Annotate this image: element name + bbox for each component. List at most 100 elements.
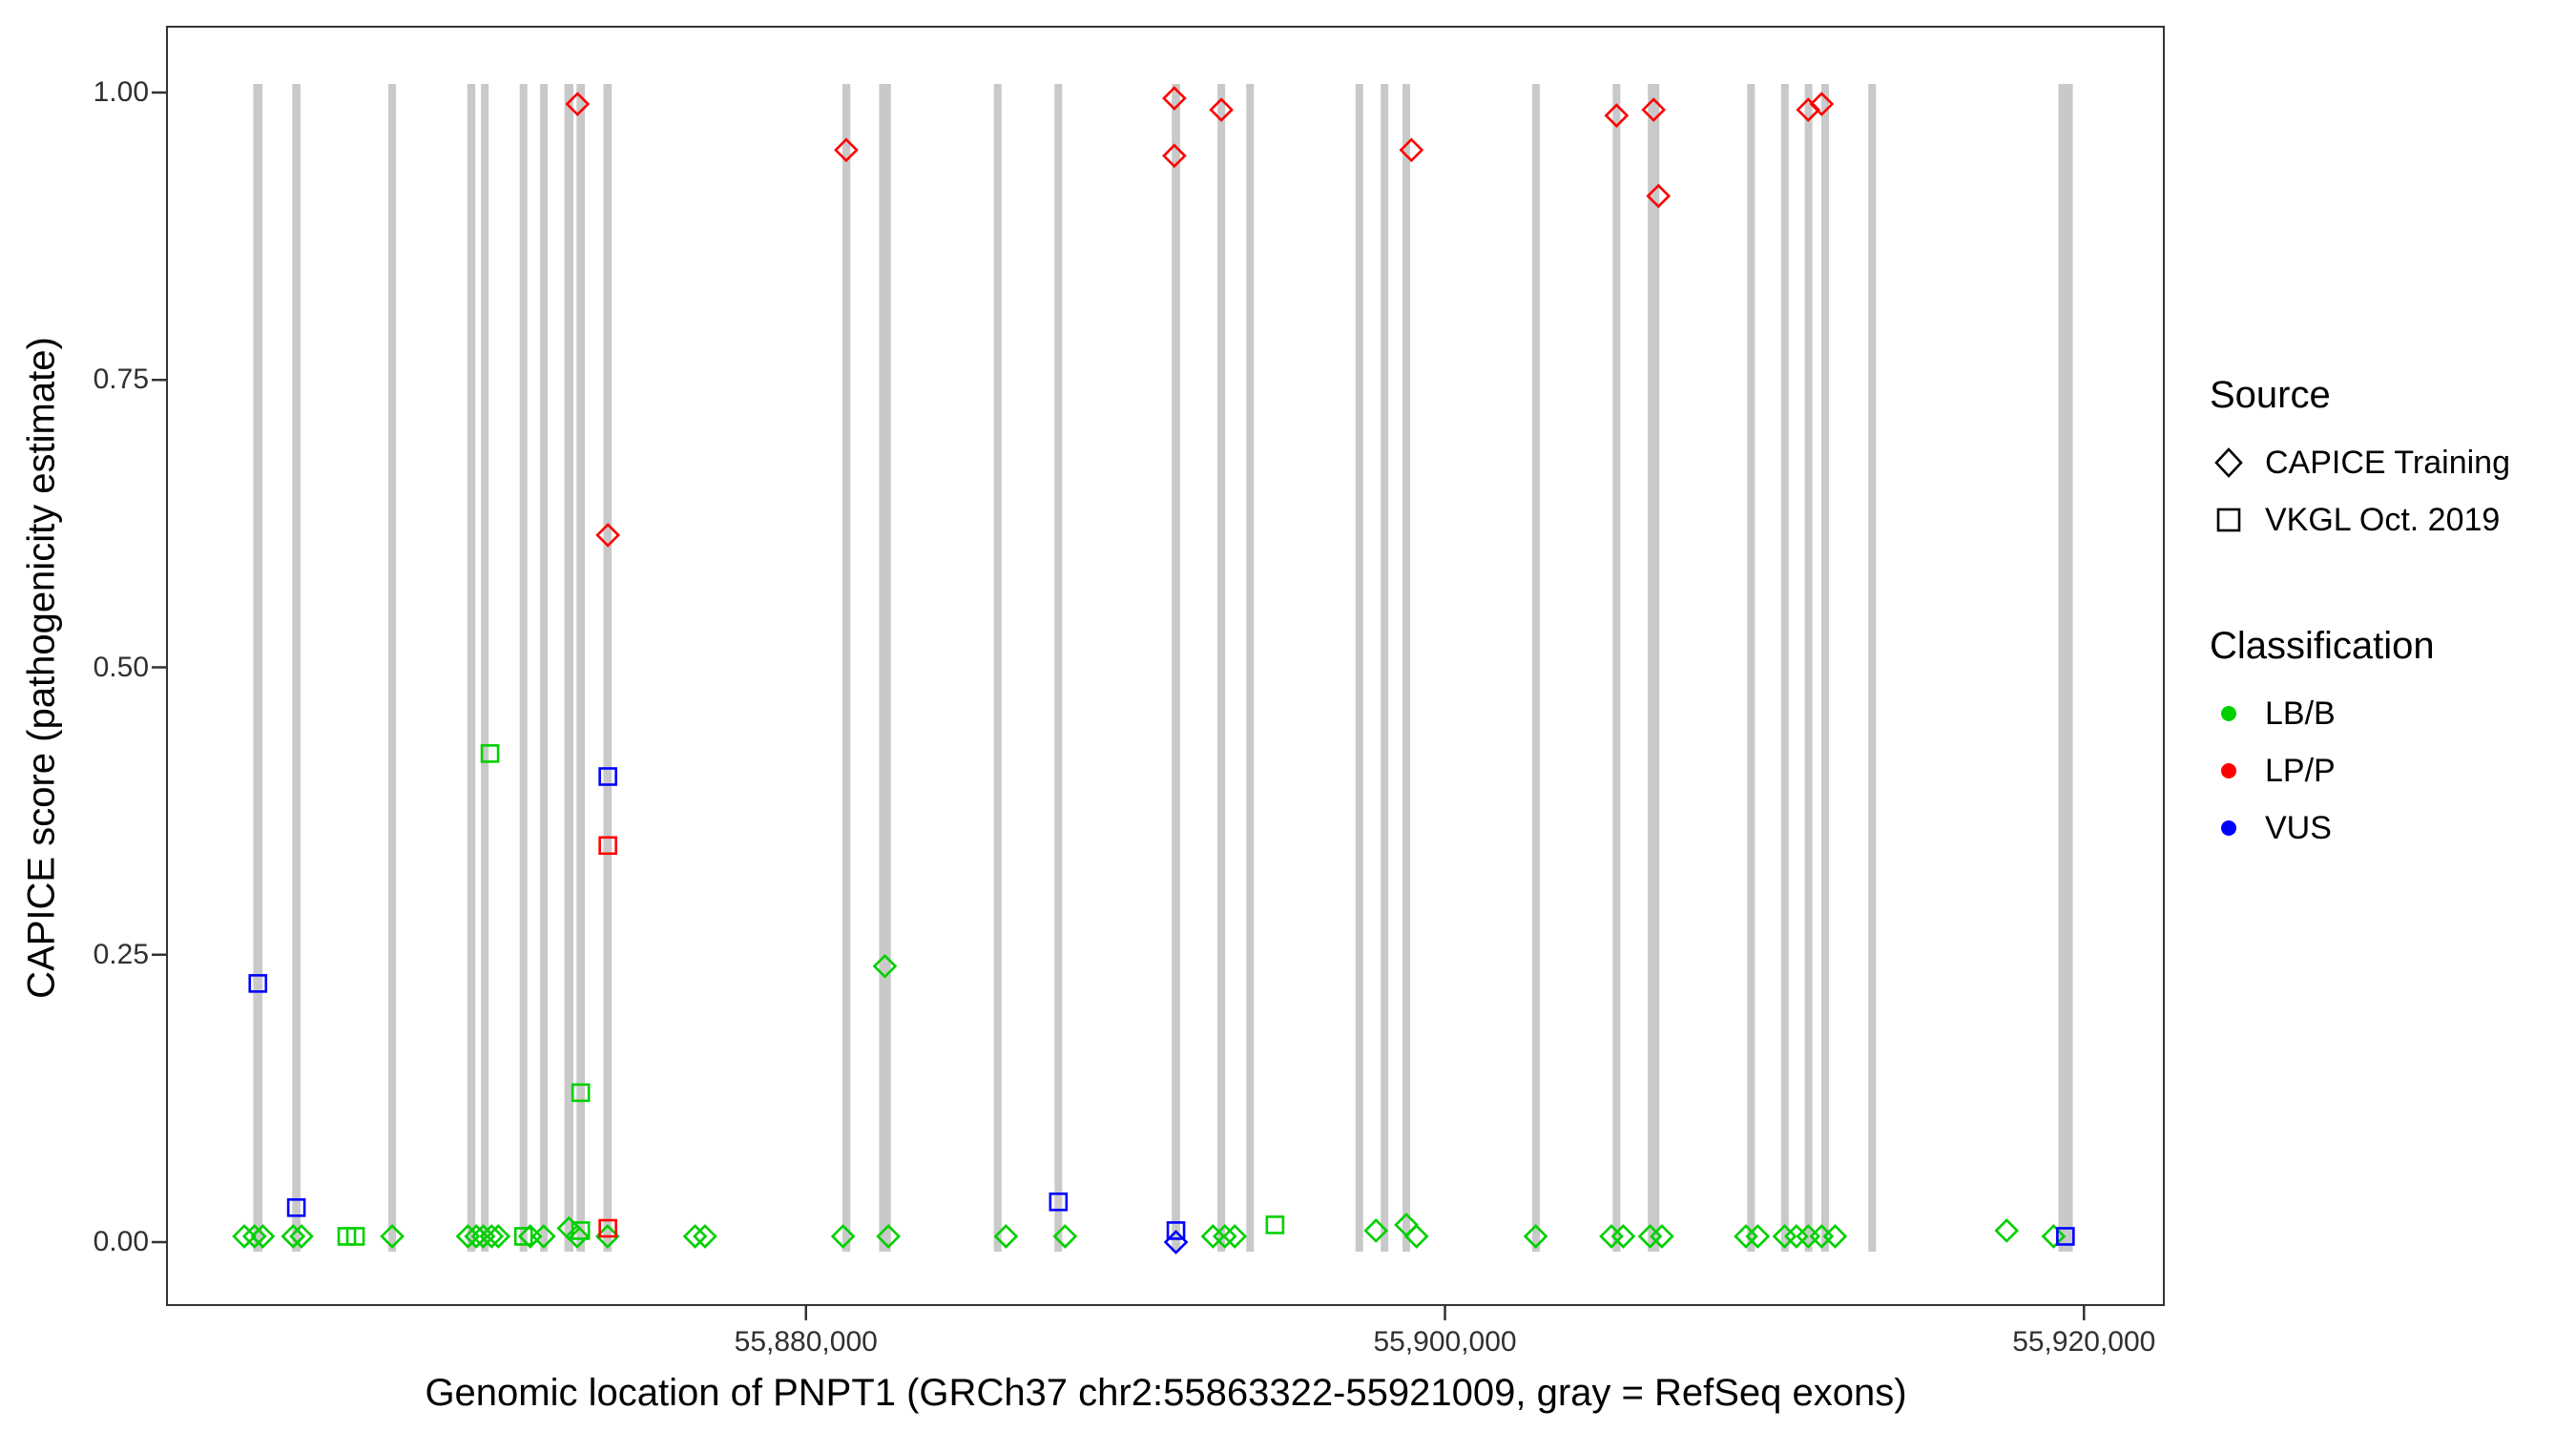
x-tick-label-55920000: 55,920,000 [2012, 1326, 2156, 1358]
data-point-diamond [1796, 97, 1821, 122]
data-point-square [2056, 1227, 2075, 1246]
green-dot-icon [2221, 706, 2236, 721]
diamond-icon [2214, 447, 2243, 478]
data-point-square [513, 1227, 533, 1246]
legend-item-label: LP/P [2265, 752, 2336, 789]
data-point-diamond [1212, 1224, 1237, 1249]
data-point-square [598, 836, 617, 856]
data-point-diamond [1650, 1224, 1674, 1249]
data-point-diamond [993, 1224, 1019, 1249]
data-point-diamond [1052, 1224, 1078, 1249]
data-point-diamond [1363, 1218, 1389, 1243]
data-point-diamond [1162, 143, 1187, 169]
exon-bar [1217, 84, 1226, 1252]
data-point-diamond [1403, 1224, 1429, 1249]
exon-bar [1780, 84, 1789, 1252]
exon-bar [1747, 84, 1755, 1252]
data-point-square [571, 1221, 591, 1240]
exon-bar [1355, 84, 1363, 1252]
data-point-diamond [1610, 1224, 1636, 1249]
data-point-square [1265, 1215, 1285, 1234]
data-point-diamond [1745, 1224, 1771, 1249]
exon-bar [879, 84, 891, 1252]
y-tick-label-1.00: 1.00 [93, 76, 149, 108]
data-point-square [1166, 1221, 1186, 1240]
exon-bar [1612, 84, 1621, 1252]
data-point-diamond [289, 1224, 314, 1249]
data-point-diamond [1784, 1224, 1809, 1249]
legend-item-label: CAPICE Training [2265, 444, 2510, 481]
exon-bar [1868, 84, 1877, 1252]
x-tick-label-55880000: 55,880,000 [734, 1326, 878, 1358]
exon-bar [576, 84, 586, 1252]
red-dot-icon [2221, 763, 2236, 778]
exon-bar [603, 84, 613, 1252]
data-point-diamond [1604, 103, 1630, 128]
exon-bar [1381, 84, 1389, 1252]
legend-spacer [2210, 558, 2510, 625]
data-point-square [286, 1198, 306, 1217]
data-point-diamond [1222, 1224, 1248, 1249]
data-point-diamond [876, 1224, 901, 1249]
data-point-square [480, 744, 500, 763]
legend-item-lpp: LP/P [2210, 752, 2510, 790]
data-point-diamond [1599, 1224, 1624, 1249]
data-point-diamond [565, 1224, 590, 1249]
blue-dot-icon [2221, 820, 2236, 836]
exon-bar [519, 84, 528, 1252]
data-point-diamond [1209, 97, 1234, 122]
exon-bar [1402, 84, 1411, 1252]
x-axis-title: Genomic location of PNPT1 (GRCh37 chr2:5… [425, 1372, 1907, 1414]
data-point-diamond [834, 137, 859, 163]
exon-bar [1531, 84, 1540, 1252]
exon-bar [2058, 84, 2073, 1252]
y-tick-label-0.25: 0.25 [93, 938, 149, 970]
data-point-diamond [479, 1224, 505, 1249]
data-point-diamond [1162, 86, 1187, 111]
legend-item-vus: VUS [2210, 809, 2510, 847]
data-point-diamond [1822, 1224, 1848, 1249]
data-point-diamond [1399, 137, 1424, 163]
legend-classification-title: Classification [2210, 625, 2435, 667]
exon-bar [1172, 84, 1180, 1252]
data-point-diamond [1994, 1218, 2020, 1243]
data-point-diamond [486, 1224, 511, 1249]
legend-item-label: VKGL Oct. 2019 [2265, 501, 2501, 538]
exon-bar [388, 84, 397, 1252]
data-point-diamond [682, 1224, 708, 1249]
data-point-diamond [1637, 1224, 1663, 1249]
y-tick-label-0.50: 0.50 [93, 651, 149, 683]
exon-bar [481, 84, 489, 1252]
exon-bar [1648, 84, 1660, 1252]
data-point-square [1049, 1192, 1069, 1212]
legend-item-label: VUS [2265, 809, 2332, 846]
x-tick-label-55900000: 55,900,000 [1373, 1326, 1517, 1358]
exon-bar [993, 84, 1002, 1252]
data-point-diamond [2041, 1224, 2067, 1249]
panel-border [166, 26, 2165, 1306]
legend-item-label: LB/B [2265, 695, 2336, 732]
exon-bar [540, 84, 549, 1252]
exon-bar [467, 84, 476, 1252]
exon-bar [564, 84, 573, 1252]
data-point-diamond [565, 92, 591, 116]
data-point-diamond [1641, 97, 1667, 122]
legend-item-vkgl: VKGL Oct. 2019 [2210, 501, 2510, 539]
legend-source-title: Source [2210, 374, 2331, 416]
data-point-diamond [232, 1224, 257, 1249]
data-point-diamond [872, 953, 898, 979]
data-point-diamond [1734, 1224, 1758, 1249]
data-point-square [345, 1227, 365, 1246]
exon-bar [253, 84, 263, 1252]
data-point-square [598, 1218, 617, 1238]
legend-item-lbb: LB/B [2210, 695, 2510, 733]
data-point-diamond [380, 1224, 405, 1249]
data-point-diamond [280, 1224, 306, 1249]
y-tick-label-0.75: 0.75 [93, 363, 149, 396]
data-point-diamond [1646, 183, 1672, 209]
data-point-diamond [1523, 1224, 1548, 1249]
data-point-diamond [1809, 92, 1835, 116]
exon-bar [1054, 84, 1063, 1252]
